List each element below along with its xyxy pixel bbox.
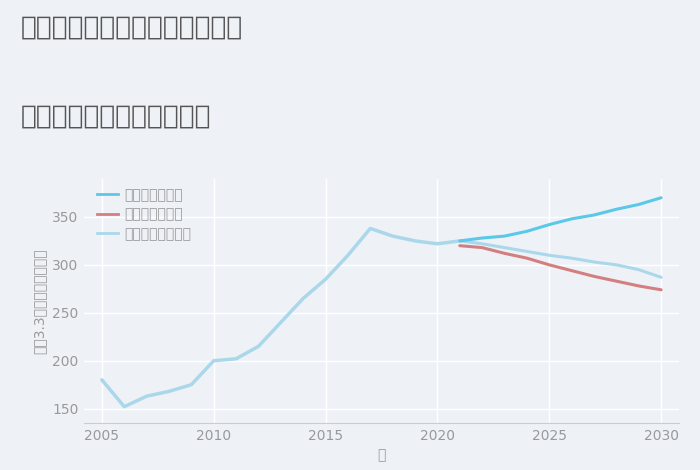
X-axis label: 年: 年 <box>377 448 386 462</box>
Y-axis label: 坪（3.3㎡）単価（万円）: 坪（3.3㎡）単価（万円） <box>32 248 46 353</box>
Text: 中古マンションの価格推移: 中古マンションの価格推移 <box>21 103 211 129</box>
Text: 神奈川県横浜市中区富士見町の: 神奈川県横浜市中区富士見町の <box>21 14 244 40</box>
Legend: グッドシナリオ, バッドシナリオ, ノーマルシナリオ: グッドシナリオ, バッドシナリオ, ノーマルシナリオ <box>97 188 192 241</box>
